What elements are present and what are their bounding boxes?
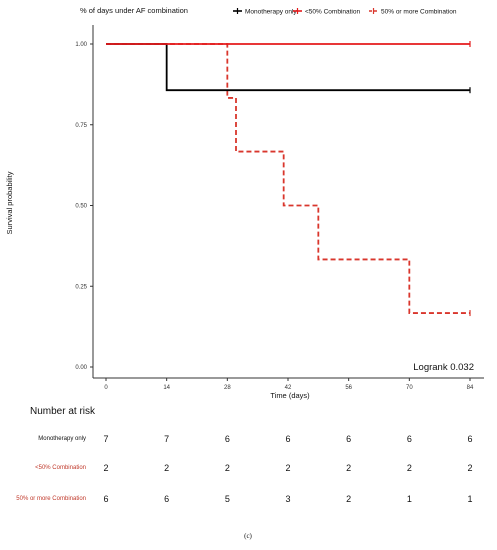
x-tick-label: 42 <box>285 385 292 391</box>
risk-cell: 6 <box>164 494 169 504</box>
risk-rows: Monotherapy only 7 7 6 6 6 6 6 <50% Combination 2… <box>16 434 472 504</box>
risk-cell: 6 <box>103 494 108 504</box>
risk-cell: 6 <box>407 434 412 444</box>
risk-cell: 2 <box>346 494 351 504</box>
y-tick-label: 0.00 <box>75 365 87 371</box>
x-tick-label: 14 <box>163 385 170 391</box>
y-ticks: 0.00 0.25 0.50 0.75 1.00 <box>75 42 93 371</box>
y-tick-label: 0.25 <box>75 284 87 290</box>
legend: % of days under AF combination Monothera… <box>80 6 457 16</box>
y-axis-title: Survival probability <box>5 171 14 234</box>
y-tick-label: 0.75 <box>75 123 87 129</box>
risk-cell: 6 <box>285 434 290 444</box>
series-layer <box>106 41 471 317</box>
risk-table-title: Number at risk <box>30 406 96 417</box>
x-tick-label: 56 <box>345 385 352 391</box>
plot-area: 0.00 0.25 0.50 0.75 1.00 0 14 28 42 56 70 84 Logra… <box>75 25 484 391</box>
series-line-monotherapy <box>106 43 470 92</box>
x-tick-label: 0 <box>104 385 108 391</box>
risk-cell: 5 <box>225 494 230 504</box>
x-ticks: 0 14 28 42 56 70 84 <box>104 378 474 391</box>
x-axis-title: Time (days) <box>270 391 310 400</box>
logrank-annotation: Logrank 0.032 <box>413 362 474 373</box>
legend-entry-label: Monotherapy only <box>245 9 297 16</box>
risk-cell: 2 <box>285 463 290 473</box>
legend-entries: Monotherapy only <50% Combination 50% or m… <box>233 8 457 16</box>
risk-cell: 2 <box>346 463 351 473</box>
x-tick-label: 28 <box>224 385 231 391</box>
risk-table: Number at risk Monotherapy only 7 7 6 6 6 6 6 <5… <box>16 406 472 504</box>
figure-caption: (c) <box>244 532 252 540</box>
risk-row-label: Monotherapy only <box>38 436 86 442</box>
risk-row-label: 50% or more Combination <box>16 496 86 502</box>
risk-cell: 2 <box>103 463 108 473</box>
risk-cell: 6 <box>346 434 351 444</box>
x-tick-label: 70 <box>406 385 413 391</box>
risk-cell: 2 <box>467 463 472 473</box>
risk-cell: 2 <box>407 463 412 473</box>
risk-cell: 7 <box>103 434 108 444</box>
legend-entry-label: <50% Combination <box>305 9 360 16</box>
y-tick-label: 0.50 <box>75 204 87 210</box>
risk-cell: 1 <box>467 494 472 504</box>
risk-row-label: <50% Combination <box>35 465 86 471</box>
legend-title: % of days under AF combination <box>80 6 188 15</box>
risk-cell: 2 <box>164 463 169 473</box>
risk-cell: 3 <box>285 494 290 504</box>
risk-cell: 2 <box>225 463 230 473</box>
series-line-ge50-combination <box>106 43 470 314</box>
y-tick-label: 1.00 <box>75 42 87 48</box>
x-tick-label: 84 <box>467 385 474 391</box>
risk-cell: 6 <box>467 434 472 444</box>
risk-cell: 6 <box>225 434 230 444</box>
legend-entry-label: 50% or more Combination <box>381 9 457 16</box>
risk-cell: 1 <box>407 494 412 504</box>
risk-cell: 7 <box>164 434 169 444</box>
